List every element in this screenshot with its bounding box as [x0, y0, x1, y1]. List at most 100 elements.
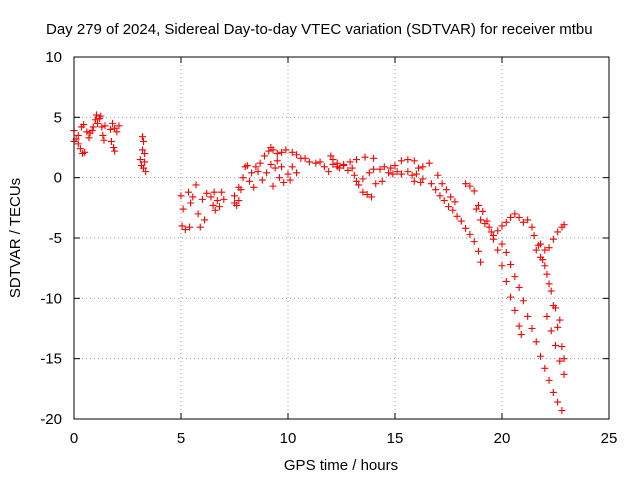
data-point — [517, 331, 525, 339]
data-point — [436, 192, 444, 200]
data-point — [457, 217, 465, 225]
data-point — [519, 297, 527, 305]
data-point — [74, 140, 82, 148]
data-point — [293, 151, 301, 159]
chart-title: Day 279 of 2024, Sidereal Day-to-day VTE… — [46, 21, 593, 38]
data-point — [537, 253, 545, 261]
data-point — [404, 168, 412, 176]
y-tick-label: -20 — [40, 411, 62, 428]
data-point — [507, 213, 515, 221]
data-point — [477, 258, 485, 266]
data-point — [286, 176, 294, 184]
data-point — [419, 175, 427, 183]
data-point — [211, 206, 219, 214]
data-point — [380, 163, 388, 171]
data-point — [335, 164, 343, 172]
data-point — [558, 407, 566, 415]
data-point — [554, 398, 562, 406]
data-point — [203, 189, 211, 197]
data-point — [348, 164, 356, 172]
y-tick-labels: -20 -15 -10 -5 0 5 10 — [40, 49, 62, 428]
data-point — [275, 174, 283, 182]
data-point — [288, 148, 296, 156]
data-point — [363, 191, 371, 199]
data-point — [549, 302, 557, 310]
data-point — [178, 222, 186, 230]
data-point — [260, 152, 268, 160]
data-point — [218, 188, 226, 196]
data-point — [502, 277, 510, 285]
data-point — [209, 201, 217, 209]
data-point — [541, 262, 549, 270]
data-point — [81, 148, 89, 156]
data-point — [140, 137, 148, 145]
data-point — [474, 201, 482, 209]
data-point — [213, 197, 221, 205]
data-point — [530, 232, 538, 240]
x-tick-label: 5 — [177, 430, 185, 447]
data-point — [239, 174, 247, 182]
data-point — [507, 261, 515, 269]
data-point — [359, 175, 367, 183]
data-point — [556, 316, 564, 324]
data-point — [320, 163, 328, 171]
data-point — [560, 221, 568, 229]
data-point — [312, 159, 320, 167]
data-point — [196, 223, 204, 231]
data-point — [515, 283, 523, 291]
data-point — [537, 240, 545, 248]
data-point — [301, 154, 309, 162]
y-tick-label: 0 — [54, 170, 62, 187]
data-point — [549, 235, 557, 243]
data-point — [511, 306, 519, 314]
data-point — [141, 150, 149, 158]
data-point — [408, 171, 416, 179]
data-point — [207, 193, 215, 201]
y-tick-label: 10 — [45, 49, 62, 66]
data-point — [507, 293, 515, 301]
data-point — [94, 119, 102, 127]
data-point — [271, 164, 279, 172]
data-point — [515, 213, 523, 221]
data-point — [278, 148, 286, 156]
data-point — [545, 376, 553, 384]
data-point — [419, 163, 427, 171]
data-point — [106, 125, 114, 133]
data-point — [101, 122, 109, 130]
data-point — [385, 169, 393, 177]
data-point — [498, 222, 506, 230]
data-point — [397, 170, 405, 178]
data-point — [487, 228, 495, 236]
data-point — [438, 180, 446, 188]
data-point — [346, 158, 354, 166]
data-points — [70, 111, 568, 415]
data-point — [210, 188, 218, 196]
data-point — [434, 171, 442, 179]
data-point — [325, 168, 333, 176]
data-point — [481, 220, 489, 228]
data-point — [549, 388, 557, 396]
data-point — [138, 146, 146, 154]
data-point — [100, 136, 108, 144]
data-point — [472, 205, 480, 213]
y-tick-label: -15 — [40, 351, 62, 368]
data-point — [269, 182, 277, 190]
data-point — [417, 178, 425, 186]
data-point — [80, 121, 88, 129]
data-point — [519, 218, 527, 226]
data-point — [554, 323, 562, 331]
data-point — [470, 238, 478, 246]
data-point — [361, 153, 369, 161]
data-point — [267, 160, 275, 168]
data-point — [365, 169, 373, 177]
data-point — [442, 186, 450, 194]
data-point — [88, 127, 96, 135]
data-point — [181, 226, 189, 234]
grid-lines — [74, 57, 609, 419]
data-point — [265, 147, 273, 155]
y-tick-label: -5 — [49, 230, 62, 247]
data-point — [179, 205, 187, 213]
data-point — [282, 146, 290, 154]
data-point — [466, 182, 474, 190]
